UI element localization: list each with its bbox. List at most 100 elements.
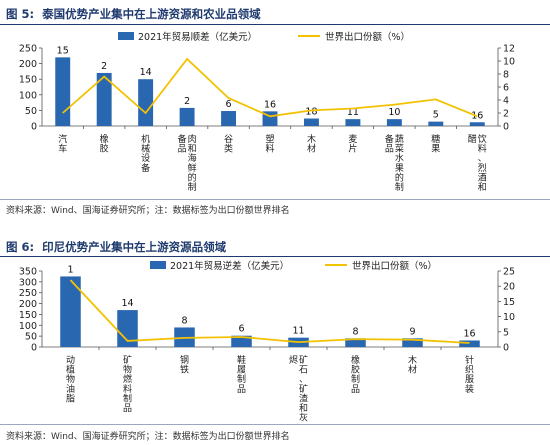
fig5-legend-bar-label: 2021年贸易顺差（亿美元） xyxy=(138,31,257,43)
fig6-y-right-tick-label: 20 xyxy=(503,282,515,293)
fig6-category-char: 装 xyxy=(465,383,474,395)
fig5-category-char: 制 xyxy=(188,181,197,193)
fig5-bar xyxy=(221,111,237,126)
fig5-category-char: 和 xyxy=(188,144,197,155)
fig5-y-left-tick-label: 50 xyxy=(25,106,37,117)
fig5-bar xyxy=(428,121,444,126)
fig5-y-right-tick-label: 10 xyxy=(503,57,515,68)
fig6-category-char: 植 xyxy=(66,364,75,376)
fig5-y-right-tick-label: 4 xyxy=(503,96,509,107)
fig5-legend-bar-swatch xyxy=(118,32,134,40)
fig6-data-label: 8 xyxy=(181,315,187,326)
fig6-y-right-tick-label: 25 xyxy=(503,267,515,278)
fig5-category-char: 机 xyxy=(141,133,150,145)
fig5-bar xyxy=(345,119,361,126)
fig5-y-left-tick-label: 100 xyxy=(19,90,37,101)
fig5-category-char: 谷 xyxy=(224,134,233,145)
fig5-data-label: 16 xyxy=(264,99,276,110)
fig5-category-char: 烈 xyxy=(478,163,487,174)
fig6-bar xyxy=(402,338,423,347)
fig5-category-char: 糖 xyxy=(431,133,440,145)
fig5-bar xyxy=(138,79,154,126)
fig5-category-char: 汽 xyxy=(58,133,67,145)
fig5-y-left-tick-label: 250 xyxy=(19,44,37,55)
fig5-y-left-tick-label: 200 xyxy=(19,59,37,70)
fig5-category-char: 料 xyxy=(478,143,487,155)
fig5-category-char: 制 xyxy=(395,181,404,193)
fig5-y-right-tick-label: 0 xyxy=(503,122,509,133)
fig5-y-right-tick-label: 12 xyxy=(503,44,515,55)
fig5-category-char: 和 xyxy=(478,182,487,193)
fig5-category-char: 水 xyxy=(395,152,404,164)
fig6-category-char: 动 xyxy=(66,355,75,366)
fig6-category-char: 和 xyxy=(299,403,308,414)
fig5-category-char: 胶 xyxy=(100,143,109,155)
fig5-category-char: 饮 xyxy=(478,133,487,145)
fig6-category-label: 橡胶制品 xyxy=(351,354,360,395)
fig6-category-char: 油 xyxy=(66,383,75,395)
fig6-category-char: 织 xyxy=(465,364,474,376)
fig6-category-char: 制 xyxy=(237,373,246,385)
fig6-category-char: 制 xyxy=(123,392,132,404)
fig5-category-char: 鲜 xyxy=(188,162,197,174)
fig5-category-char: 菜 xyxy=(395,143,404,155)
fig5-data-label: 2 xyxy=(184,96,190,107)
fig6-category-char: 物 xyxy=(123,364,132,376)
fig5-y-left-tick-label: 150 xyxy=(19,75,37,86)
fig5-category-label: 机械设备 xyxy=(141,133,150,174)
fig5-category-label: 橡胶 xyxy=(100,133,109,155)
fig5-category-label: 糖果 xyxy=(431,133,440,155)
fig5-category-char: 备 xyxy=(385,133,394,145)
fig6-category-char: 石 xyxy=(299,366,308,376)
fig6-y-left-tick-label: 200 xyxy=(19,299,37,310)
fig6-category-char: 渣 xyxy=(299,392,308,404)
fig6-category-label: 钢铁 xyxy=(180,354,189,376)
fig5-category-char: 备 xyxy=(141,162,150,174)
fig5-bar xyxy=(303,118,319,126)
fig5-category-char: 麦 xyxy=(348,133,357,145)
fig6-bar xyxy=(117,310,138,347)
fig5-category-char: 的 xyxy=(188,171,197,183)
fig5-category-label: 饮料、烈酒和 xyxy=(478,133,487,193)
fig5-category-label: 谷类 xyxy=(224,134,233,155)
fig5-category-char: 海 xyxy=(188,152,197,164)
figure-6-title-text: 印尼优势产业集中在上游资源品领域 xyxy=(42,240,227,254)
fig5-data-label: 5 xyxy=(433,110,439,121)
fig5-category-char: 醋 xyxy=(468,133,477,145)
fig6-category-char: 制 xyxy=(351,373,360,385)
figure-5-chart: 2021年贸易顺差（亿美元） 世界出口份额（%） 0 50 100 150 200 250 0 2… xyxy=(19,31,515,193)
fig5-category-char: 蔬 xyxy=(395,133,404,145)
fig6-category-char: 钢 xyxy=(180,354,189,366)
fig5-category-char: 橡 xyxy=(100,133,109,145)
fig5-category-char: 材 xyxy=(307,143,316,155)
fig5-data-label: 14 xyxy=(140,67,152,78)
fig6-category-char: 材 xyxy=(408,364,417,376)
fig5-y-right-tick-label: 6 xyxy=(503,83,509,94)
fig6-category-char: 履 xyxy=(237,365,246,376)
fig6-legend-bar-swatch xyxy=(150,261,166,269)
fig5-category-label: 备品 xyxy=(385,133,394,155)
fig5-category-char: 车 xyxy=(58,143,67,155)
fig6-y-right-tick-label: 5 xyxy=(503,327,509,338)
fig5-category-char: 料 xyxy=(265,143,274,155)
fig5-category-label: 醋 xyxy=(468,133,477,145)
fig6-category-char: 矿 xyxy=(299,354,308,366)
fig6-category-char: 矿 xyxy=(299,383,308,395)
fig6-data-label: 8 xyxy=(352,326,358,337)
fig6-category-char: 矿 xyxy=(123,354,132,366)
fig6-category-label: 鞋履制品 xyxy=(237,354,246,395)
fig5-category-label: 备品 xyxy=(178,133,187,155)
fig6-category-char: 橡 xyxy=(351,354,360,366)
fig6-category-label: 针织服装 xyxy=(465,354,474,395)
fig6-data-label: 11 xyxy=(292,326,304,337)
fig5-category-label: 汽车 xyxy=(58,133,67,155)
fig5-legend-line-label: 世界出口份额（%） xyxy=(325,31,410,43)
fig6-y-left-tick-label: 350 xyxy=(19,267,37,278)
fig5-bar xyxy=(179,107,195,126)
fig6-category-char: 脂 xyxy=(66,392,75,404)
fig6-category-char: 鞋 xyxy=(237,354,246,366)
fig5-category-char: 木 xyxy=(307,133,316,145)
figure-6-source: 资料来源：Wind、国海证券研究所；注：数据标签为出口份额世界排名 xyxy=(6,432,290,442)
fig6-category-char: 品 xyxy=(351,384,360,395)
fig6-data-label: 1 xyxy=(67,264,73,275)
